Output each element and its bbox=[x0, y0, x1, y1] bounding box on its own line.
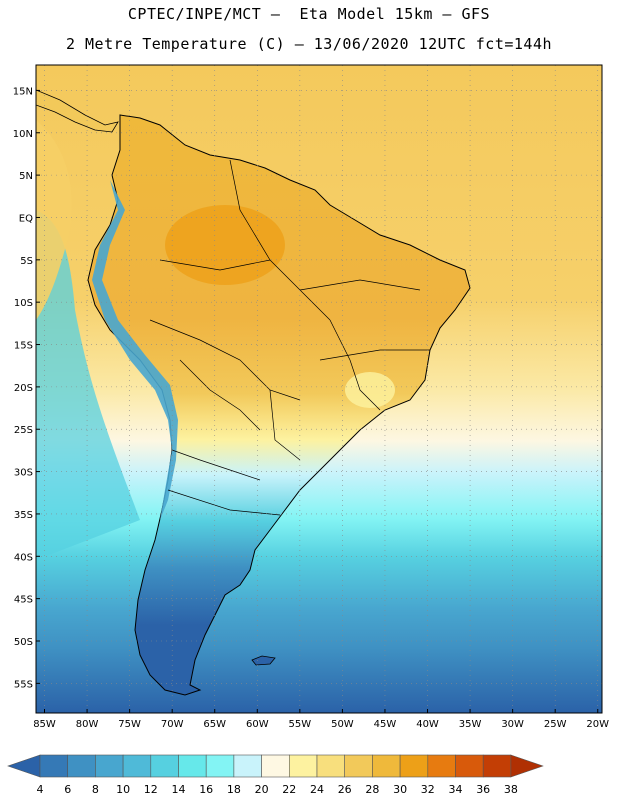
lat-label: 15S bbox=[14, 341, 33, 352]
map-gridlines bbox=[36, 65, 602, 713]
colorbar-swatch bbox=[482, 754, 512, 778]
lon-label: 30W bbox=[501, 719, 524, 730]
colorbar-swatch bbox=[399, 754, 429, 778]
colorbar-label: 36 bbox=[476, 783, 490, 796]
colorbar-swatch bbox=[67, 754, 96, 778]
colorbar-swatch bbox=[39, 754, 69, 778]
lat-label: 10N bbox=[13, 129, 33, 140]
colorbar-label: 18 bbox=[227, 783, 241, 796]
colorbar-swatch bbox=[205, 754, 235, 778]
colorbar-swatch bbox=[288, 754, 318, 778]
lat-label: 25S bbox=[14, 425, 33, 436]
lon-label: 35W bbox=[459, 719, 482, 730]
latitude-labels: 15N 10N 5N EQ 5S 10S 15S 20S 25S 30S 35S 40S 45S 50S 5… bbox=[13, 86, 40, 690]
colorbar-label: 14 bbox=[172, 783, 186, 796]
lon-label: 60W bbox=[246, 719, 269, 730]
map-frame bbox=[35, 64, 603, 714]
lon-label: 75W bbox=[118, 719, 141, 730]
lon-label: 45W bbox=[374, 719, 397, 730]
lat-label: 15N bbox=[13, 86, 33, 97]
lon-label: 50W bbox=[331, 719, 354, 730]
colorbar-swatch bbox=[427, 754, 456, 778]
lat-label: 50S bbox=[14, 637, 33, 648]
colorbar-label: 10 bbox=[116, 783, 130, 796]
lon-label: 25W bbox=[544, 719, 567, 730]
colorbar-swatch bbox=[261, 754, 290, 778]
lat-label: 20S bbox=[14, 383, 33, 394]
lon-label: 55W bbox=[289, 719, 312, 730]
falkland-islands bbox=[251, 655, 276, 666]
lat-label: 35S bbox=[14, 510, 33, 521]
lat-label: 5S bbox=[20, 256, 33, 267]
colorbar-swatch bbox=[455, 754, 484, 778]
colorbar-arrow-low bbox=[7, 754, 41, 778]
lat-label: 30S bbox=[14, 468, 33, 479]
andes-cold-ridge bbox=[92, 180, 178, 520]
colorbar-label: 8 bbox=[92, 783, 99, 796]
lon-label: 85W bbox=[33, 719, 56, 730]
lat-label: 10S bbox=[14, 298, 33, 309]
lat-label: 55S bbox=[14, 679, 33, 690]
colorbar-label: 6 bbox=[64, 783, 71, 796]
chart-title-line2: 2 Metre Temperature (C) – 13/06/2020 12U… bbox=[65, 35, 553, 53]
colorbar-swatch bbox=[316, 754, 346, 778]
central-america bbox=[36, 89, 119, 133]
colorbar-label: 4 bbox=[37, 783, 44, 796]
lon-label: 80W bbox=[76, 719, 99, 730]
colorbar-label: 22 bbox=[282, 783, 296, 796]
longitude-labels: 85W 80W 75W 70W 65W 60W 55W 50W 45W 40W 35W 30W 25W 2… bbox=[33, 709, 609, 730]
colorbar-swatch bbox=[95, 754, 124, 778]
colorbar-label: 20 bbox=[255, 783, 269, 796]
colorbar-label: 32 bbox=[421, 783, 435, 796]
colorbar-arrow-high bbox=[510, 754, 544, 778]
colorbar-swatch bbox=[233, 754, 262, 778]
lat-label: EQ bbox=[19, 213, 33, 224]
lon-label: 65W bbox=[203, 719, 226, 730]
pacific-cool-zone bbox=[36, 210, 140, 560]
colorbar-label: 30 bbox=[393, 783, 407, 796]
temperature-map: 15N 10N 5N EQ 5S 10S 15S 20S 25S 30S 35S 40S 45S 50S 5… bbox=[13, 64, 609, 730]
colorbar-label: 12 bbox=[144, 783, 158, 796]
colorbar-label: 38 bbox=[504, 783, 518, 796]
southeast-mild-zone bbox=[345, 372, 395, 408]
pacific-warm-tongue bbox=[36, 120, 72, 320]
amazon-hot-core bbox=[165, 205, 285, 285]
colorbar-label: 26 bbox=[338, 783, 352, 796]
lon-label: 70W bbox=[161, 719, 184, 730]
lon-label: 40W bbox=[416, 719, 439, 730]
lat-label: 40S bbox=[14, 552, 33, 563]
temperature-colorbar: 4 6 8 10 12 14 16 18 20 22 24 26 28 30 32 34 36 38 bbox=[7, 754, 544, 796]
colorbar-swatch bbox=[372, 754, 401, 778]
colorbar-label: 28 bbox=[365, 783, 379, 796]
colorbar-swatch bbox=[344, 754, 373, 778]
colorbar-label: 34 bbox=[449, 783, 463, 796]
lon-label: 20W bbox=[586, 719, 609, 730]
colorbar-swatch bbox=[122, 754, 152, 778]
colorbar-swatch bbox=[150, 754, 179, 778]
colorbar-label: 16 bbox=[199, 783, 213, 796]
political-borders bbox=[149, 159, 430, 516]
lat-label: 45S bbox=[14, 595, 33, 606]
colorbar-label: 24 bbox=[310, 783, 324, 796]
lat-label: 5N bbox=[19, 171, 33, 182]
colorbar-swatch bbox=[178, 754, 207, 778]
chart-title-line1: CPTEC/INPE/MCT – Eta Model 15km – GFS bbox=[127, 5, 491, 23]
